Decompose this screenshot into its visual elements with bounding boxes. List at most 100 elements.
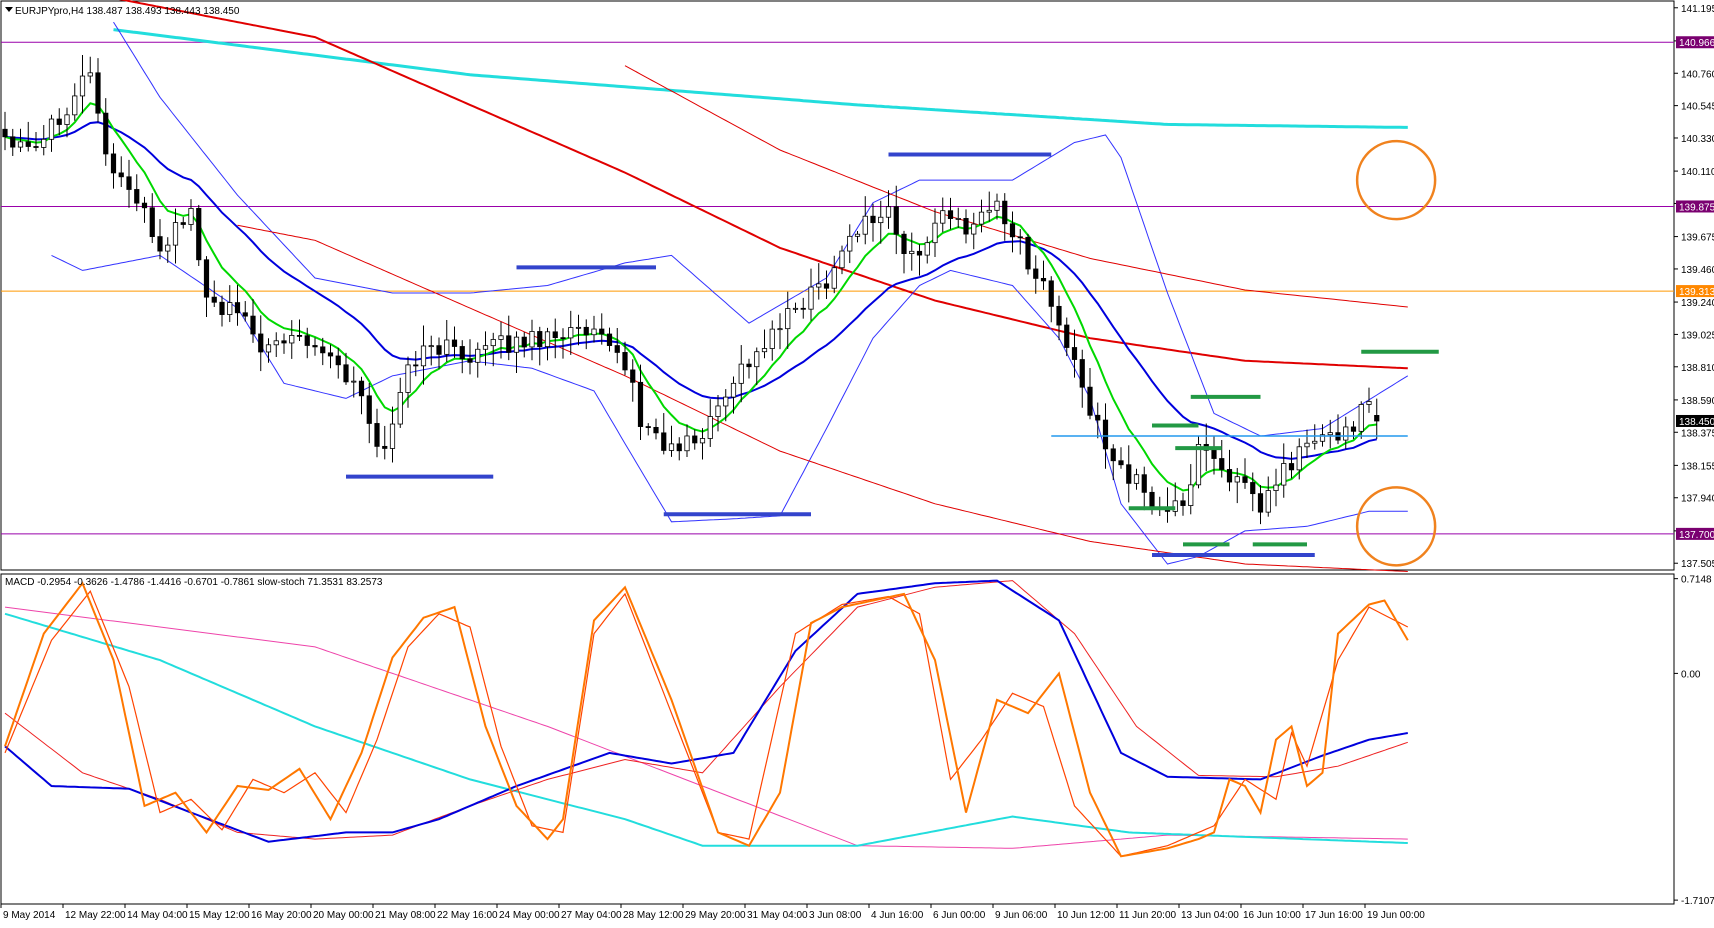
candle (769, 320, 775, 361)
candle (1017, 229, 1023, 255)
candle (1257, 485, 1264, 525)
candle (428, 335, 434, 366)
candle (978, 199, 985, 233)
candle (668, 425, 675, 457)
candle (165, 237, 171, 263)
candle (637, 364, 644, 441)
candle (2, 111, 8, 151)
indicator-axis: 0.7148 0.00 -1.7107 (1674, 575, 1714, 907)
candle (1095, 402, 1101, 439)
candle (250, 299, 256, 343)
indicator-tick-label: 0.00 (1681, 669, 1701, 680)
slow-stoch-main-line (4, 581, 1409, 858)
macd-signal-line (4, 580, 1408, 840)
candle (1188, 464, 1194, 515)
long-ma-cyan-line (4, 612, 1408, 847)
candle (48, 114, 55, 152)
candle (599, 313, 605, 345)
price-tick-label: 138.375 (1681, 428, 1714, 439)
price-tick-label: 139.025 (1681, 330, 1714, 341)
candle (529, 319, 535, 361)
candle (1056, 295, 1062, 341)
highlight-circle[interactable] (1355, 139, 1437, 221)
dropdown-triangle-icon[interactable] (5, 7, 13, 12)
candle (1180, 492, 1186, 516)
candle (335, 347, 341, 379)
candle (560, 328, 566, 359)
candle (823, 270, 830, 300)
candle (126, 159, 132, 208)
price-tick-label: 141.195 (1681, 4, 1714, 15)
candle (134, 174, 140, 212)
time-tick-label: 15 May 12:00 (189, 910, 250, 921)
candle (692, 429, 698, 450)
candle (87, 56, 93, 84)
candle (800, 297, 806, 319)
level-price-tag-label: 138.450 (1679, 417, 1714, 428)
candle (1118, 447, 1124, 469)
candle (33, 132, 39, 152)
time-tick-label: 16 Jun 10:00 (1243, 910, 1301, 921)
candle (940, 197, 946, 233)
time-tick-label: 29 May 20:00 (685, 910, 746, 921)
time-tick-label: 12 May 22:00 (65, 910, 126, 921)
candle (862, 196, 868, 245)
level-price-tag-label: 137.700 (1679, 530, 1714, 541)
candle (630, 359, 636, 402)
symbol-header: EURJPYpro,H4 138.487 138.493 138.443 138… (15, 6, 240, 17)
candle (1327, 419, 1333, 449)
candle (568, 310, 574, 355)
candle (1211, 435, 1217, 475)
candle (444, 319, 450, 362)
candle (157, 219, 163, 260)
candle (1002, 193, 1008, 241)
candle (397, 377, 403, 428)
candle (614, 327, 620, 364)
candle (1064, 317, 1070, 357)
highlight-circle[interactable] (1355, 486, 1437, 567)
candle (1250, 472, 1256, 512)
candle (110, 143, 117, 189)
candle (234, 284, 241, 326)
level-price-tag: 140.966 (1676, 36, 1714, 49)
envelope-upper-line (624, 65, 1408, 308)
price-tick-label: 138.810 (1681, 363, 1714, 374)
candle (188, 199, 194, 231)
price-tick-label: 140.545 (1681, 102, 1714, 113)
candle (792, 302, 799, 313)
candle (676, 437, 682, 461)
candle (1288, 451, 1295, 479)
candle (366, 383, 372, 444)
bollinger-upper-line (113, 21, 1409, 437)
candle (281, 333, 287, 354)
candle (420, 325, 427, 385)
candle (847, 224, 853, 264)
time-tick-label: 28 May 12:00 (623, 910, 684, 921)
candle (10, 128, 16, 156)
candle (1009, 211, 1016, 253)
price-tick-label: 140.110 (1681, 167, 1714, 178)
candle (95, 58, 101, 123)
candle (1366, 387, 1372, 413)
time-tick-label: 27 May 04:00 (561, 910, 622, 921)
candle (296, 319, 303, 342)
candle (227, 285, 233, 323)
candle (289, 320, 295, 359)
candle (451, 326, 458, 358)
candle (1312, 424, 1318, 450)
candle (258, 315, 264, 372)
candle (808, 268, 814, 321)
candle (924, 236, 930, 264)
candle (459, 340, 465, 374)
time-tick-label: 11 Jun 20:00 (1119, 910, 1177, 921)
candle (947, 197, 954, 230)
time-tick-label: 4 Jun 16:00 (871, 910, 924, 921)
candle (583, 319, 589, 350)
candle (413, 351, 419, 377)
level-price-tag: 137.700 (1676, 527, 1714, 541)
candle (56, 108, 62, 136)
time-tick-label: 22 May 16:00 (437, 910, 498, 921)
indicator-tick-label: -1.7107 (1681, 896, 1714, 907)
